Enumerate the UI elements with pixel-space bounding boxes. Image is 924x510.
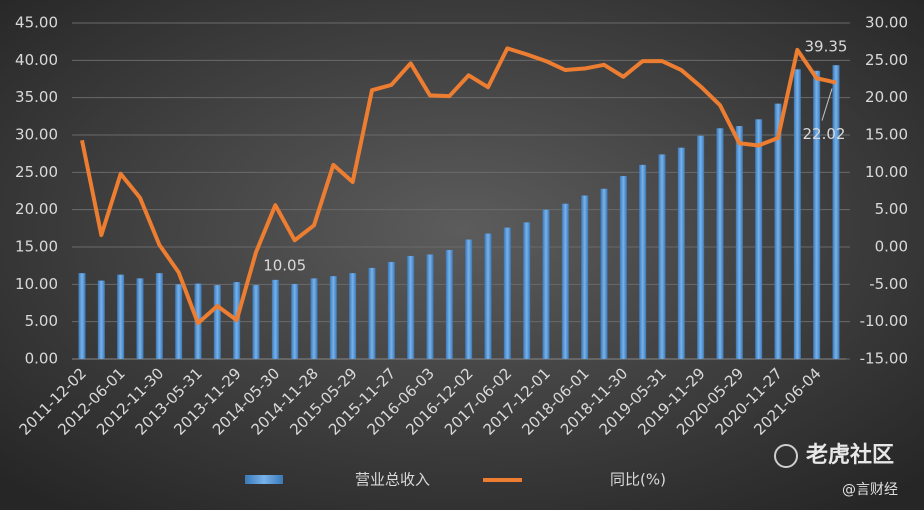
bar (368, 267, 376, 359)
y2-tick-label: 15.00 (865, 126, 908, 144)
y2-tick-label: 25.00 (865, 51, 908, 69)
bar (252, 285, 260, 359)
bar (155, 273, 163, 359)
line (80, 46, 837, 326)
bar (271, 279, 279, 359)
bar (136, 278, 144, 359)
bar (329, 276, 337, 359)
bar (349, 273, 357, 359)
y-tick-label: 40.00 (15, 51, 58, 69)
line-value-label: 22.02 (803, 125, 846, 143)
y2-tick-label: 20.00 (865, 88, 908, 106)
y-tick-label: 45.00 (15, 14, 58, 32)
bar (387, 261, 395, 359)
bar (78, 273, 86, 359)
bar (774, 103, 782, 359)
y-tick-label: 20.00 (15, 200, 58, 218)
y2-tick-label: 5.00 (875, 200, 908, 218)
bar (484, 233, 492, 359)
bar (755, 119, 763, 359)
y2-tick-label: -15.00 (860, 350, 908, 368)
bar (832, 65, 840, 359)
bar (310, 278, 318, 359)
y-tick-label: 5.00 (25, 312, 58, 330)
bar-value-label: 39.35 (805, 38, 848, 56)
y2-tick-label: -5.00 (869, 275, 908, 293)
watermark-author: @言财经 (842, 482, 898, 498)
bar (619, 176, 627, 359)
watermark: 老虎社区 @言财经 (774, 442, 898, 498)
bar (697, 135, 705, 359)
bar (639, 164, 647, 359)
watermark-icon (774, 444, 798, 468)
y-tick-label: 30.00 (15, 126, 58, 144)
y-tick-label: 10.00 (15, 275, 58, 293)
bar (600, 188, 608, 359)
bar (542, 209, 550, 359)
bar (465, 239, 473, 359)
bar (581, 195, 589, 359)
bar (716, 128, 724, 359)
y-tick-label: 15.00 (15, 238, 58, 256)
bar (677, 147, 685, 359)
y2-tick-label: 0.00 (875, 238, 908, 256)
bar (407, 255, 415, 359)
bar (426, 254, 434, 359)
bar (175, 284, 183, 359)
y-tick-label: 35.00 (15, 88, 58, 106)
bar (793, 69, 801, 359)
bar-value-label: 10.05 (263, 256, 306, 274)
bar (213, 285, 221, 359)
legend-label: 营业总收入 (355, 471, 430, 489)
bar (291, 283, 299, 359)
bar (658, 154, 666, 359)
bar (117, 274, 125, 359)
y-tick-label: 0.00 (25, 350, 58, 368)
bar (735, 126, 743, 359)
bar (445, 249, 453, 359)
watermark-brand: 老虎社区 (805, 442, 894, 468)
bar (813, 70, 821, 359)
bar (561, 203, 569, 359)
label-leader (821, 88, 833, 121)
bar (97, 280, 105, 359)
legend-label: 同比(%) (610, 471, 666, 489)
y-tick-label: 25.00 (15, 163, 58, 181)
bar (523, 222, 531, 359)
y2-tick-label: 30.00 (865, 14, 908, 32)
bar (503, 227, 511, 359)
y2-tick-label: -10.00 (860, 312, 908, 330)
y2-tick-label: 10.00 (865, 163, 908, 181)
legend-swatch (245, 475, 283, 484)
